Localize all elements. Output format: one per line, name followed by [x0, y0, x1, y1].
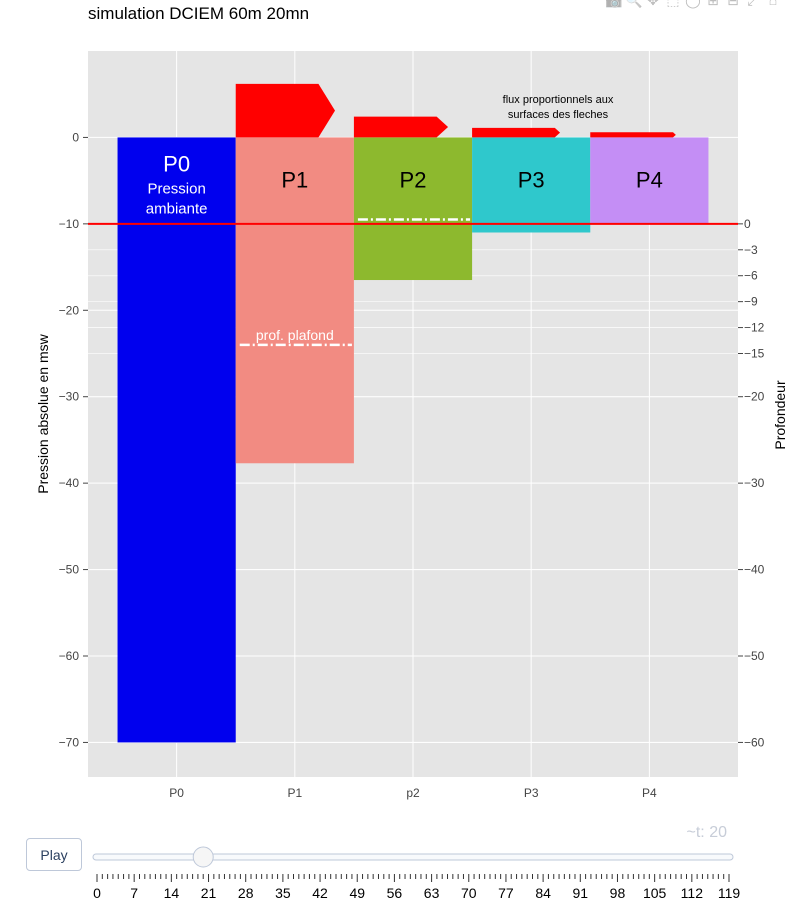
slider-tick-label: 49 — [349, 885, 365, 901]
modebar: 📷 🔍 ✥ ⬚ ◯ ⊞ ⊟ ⤢ ⌂ — [605, 0, 781, 12]
y-tick-label: −40 — [59, 476, 80, 490]
slider-handle[interactable] — [192, 846, 214, 868]
x-tick-label: P4 — [642, 786, 657, 800]
y2-tick-label: −9 — [744, 295, 758, 309]
bar-p2 — [353, 137, 473, 281]
bar-p4 — [590, 137, 709, 224]
slider-tick-label: 105 — [643, 885, 667, 901]
bar-p3 — [472, 137, 591, 233]
ceiling-label: prof. plafond — [256, 327, 334, 343]
x-tick-label: P1 — [287, 786, 302, 800]
slider-tick-label: 7 — [130, 885, 138, 901]
slider-current-label: ~t: 20 — [686, 824, 727, 841]
x-tick-label: P3 — [524, 786, 539, 800]
play-button[interactable]: Play — [26, 838, 82, 871]
y2-axis-title: Profondeur — [772, 380, 788, 450]
bar-label-p0: P0 — [163, 151, 190, 176]
zoom-in-icon[interactable]: ⊞ — [707, 0, 719, 8]
slider-tick-label: 84 — [535, 885, 551, 901]
flux-arrow-p1-p2 — [353, 116, 449, 138]
bar-label-p3: P3 — [518, 167, 545, 192]
y-tick-label: −10 — [59, 217, 80, 231]
bar-p0 — [117, 137, 236, 743]
y2-tick-label: −40 — [744, 563, 765, 577]
flux-annotation: surfaces des fleches — [508, 109, 609, 121]
slider-tick-label: 14 — [164, 885, 180, 901]
y-tick-label: −60 — [59, 649, 80, 663]
flux-arrow-p2-p3 — [472, 127, 561, 138]
box-select-icon[interactable]: ⬚ — [666, 0, 680, 8]
bar-label-p4: P4 — [636, 167, 663, 192]
y2-tick-label: −15 — [744, 347, 765, 361]
chart-title: simulation DCIEM 60m 20mn — [88, 4, 310, 23]
slider-rail — [92, 853, 734, 861]
y2-tick-label: 0 — [744, 217, 751, 231]
bar-sublabel: Pression — [147, 180, 205, 197]
bar-sublabel: ambiante — [146, 200, 208, 217]
y-tick-label: −20 — [59, 303, 80, 317]
bar-label-p2: P2 — [400, 167, 427, 192]
pan-icon[interactable]: ✥ — [647, 0, 659, 8]
x-tick-label: p2 — [406, 786, 420, 800]
y-tick-label: −50 — [59, 563, 80, 577]
y-axis-title: Pression absolue en msw — [35, 333, 51, 493]
slider-tick-label: 35 — [275, 885, 291, 901]
y2-tick-label: −20 — [744, 390, 765, 404]
y-tick-label: −70 — [59, 735, 80, 749]
chart: P0 Pression ambiante P1 P2 P3 P4 flux proportio… — [35, 51, 788, 800]
bar-p1 — [235, 137, 354, 464]
y2-tick-label: −60 — [744, 735, 765, 749]
slider-tick-label: 42 — [312, 885, 328, 901]
slider-tick-label: 0 — [93, 885, 101, 901]
y2-tick-label: −6 — [744, 269, 758, 283]
slider-tick-label: 77 — [498, 885, 514, 901]
y2-tick-label: −3 — [744, 243, 758, 257]
flux-annotation: flux proportionnels aux — [503, 94, 614, 106]
slider-tick-label: 56 — [387, 885, 403, 901]
lasso-icon[interactable]: ◯ — [685, 0, 701, 8]
slider-tick-label: 21 — [201, 885, 217, 901]
y2-tick-label: −30 — [744, 476, 765, 490]
slider-tick-label: 112 — [681, 885, 704, 901]
slider-tick-label: 28 — [238, 885, 254, 901]
autoscale-icon[interactable]: ⤢ — [747, 0, 759, 8]
y-tick-label: −30 — [59, 390, 80, 404]
slider-tick-label: 70 — [461, 885, 477, 901]
y2-tick-label: −50 — [744, 649, 765, 663]
camera-icon[interactable]: 📷 — [605, 0, 623, 8]
zoom-icon[interactable]: 🔍 — [625, 0, 643, 8]
flux-arrow-p3-p4 — [590, 132, 676, 138]
bar-label-p1: P1 — [281, 167, 308, 192]
flux-arrow-p0-p1 — [235, 83, 335, 138]
slider-tick-label: 119 — [718, 885, 741, 901]
slider-tick-label: 91 — [573, 885, 589, 901]
y-tick-label: 0 — [72, 130, 79, 144]
y2-tick-label: −12 — [744, 321, 765, 335]
x-tick-label: P0 — [169, 786, 184, 800]
slider-tick-label: 63 — [424, 885, 440, 901]
home-icon[interactable]: ⌂ — [768, 0, 778, 8]
slider-tick-label: 98 — [610, 885, 626, 901]
zoom-out-icon[interactable]: ⊟ — [727, 0, 739, 8]
